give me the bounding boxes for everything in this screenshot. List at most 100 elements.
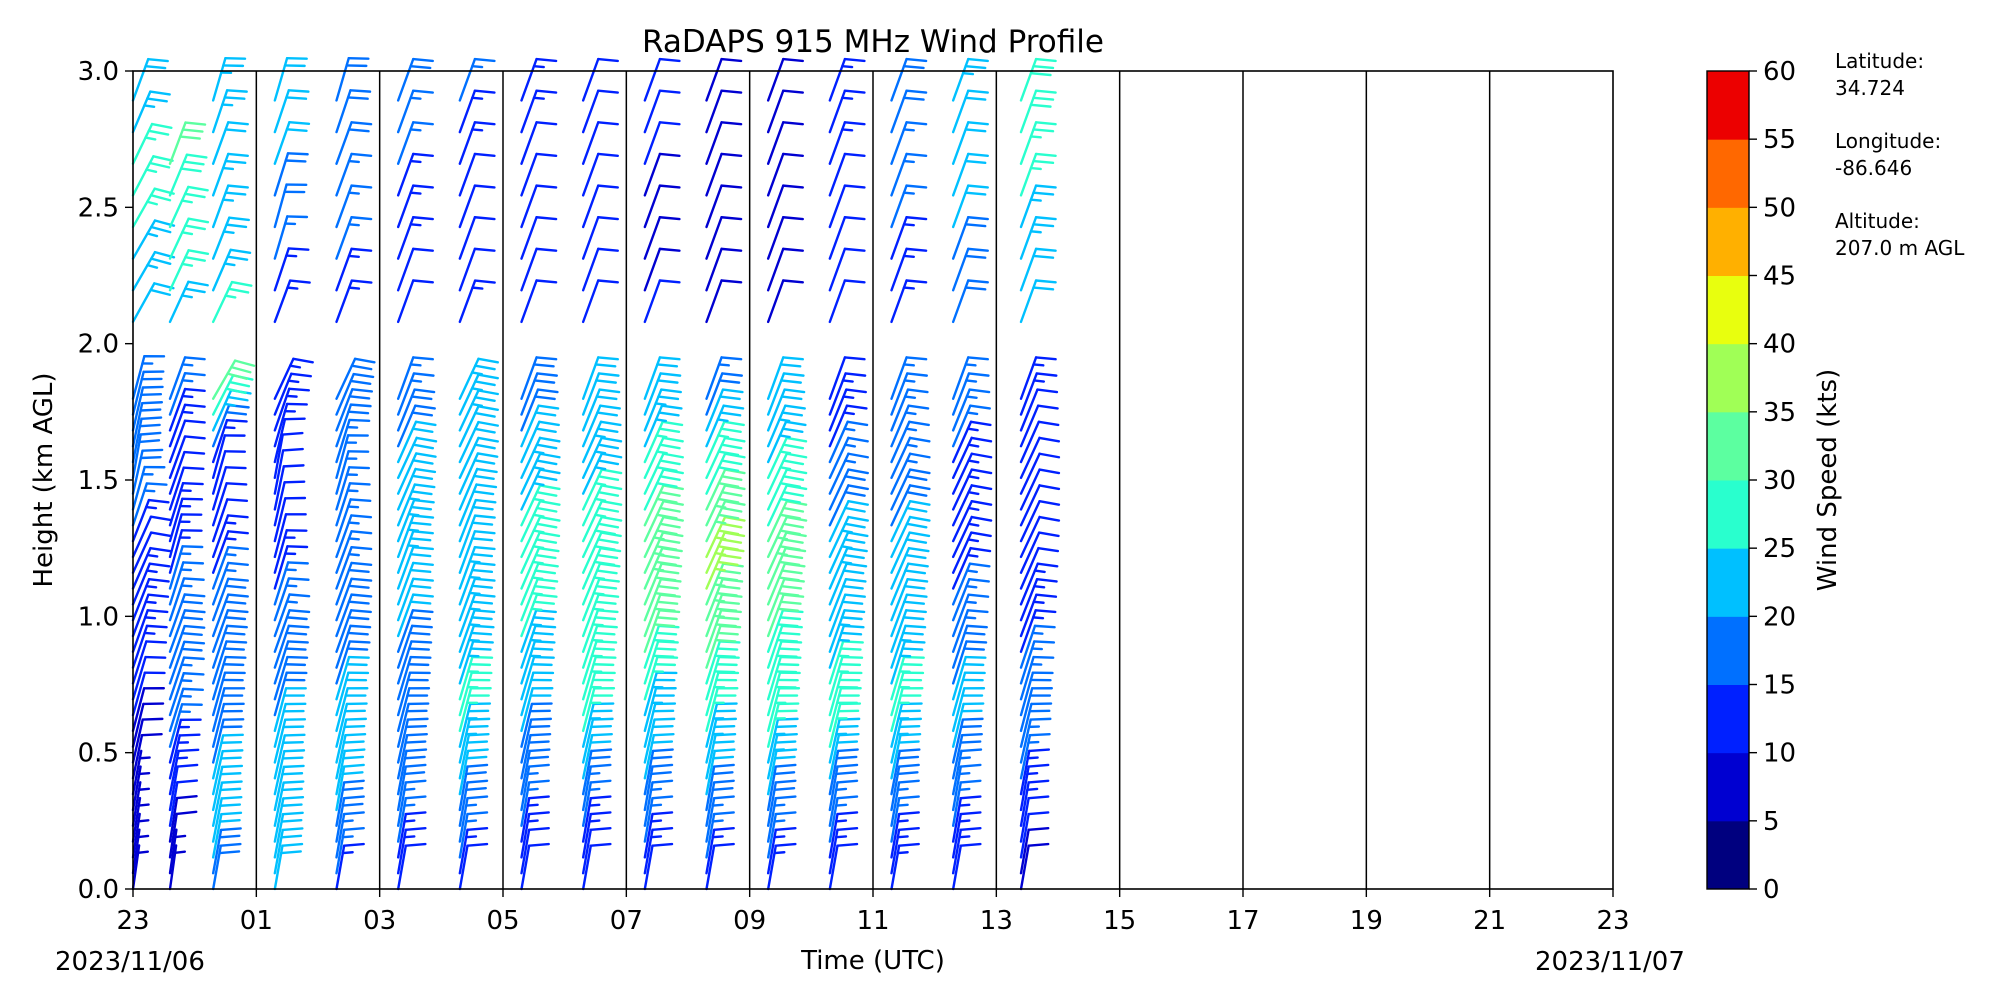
colorbar-tick-label: 55	[1763, 125, 1796, 155]
wind-barb	[581, 356, 620, 400]
wind-barb	[766, 827, 797, 875]
wind-barb	[1019, 702, 1053, 748]
wind-barb	[951, 372, 990, 416]
wind-barb	[890, 546, 930, 590]
wind-barb	[396, 811, 427, 859]
wind-barb	[766, 702, 800, 748]
wind-barb	[131, 717, 164, 764]
wind-barb	[520, 356, 558, 400]
wind-barb	[951, 436, 993, 480]
wind-barb	[581, 748, 613, 796]
wind-barb	[335, 56, 370, 102]
wind-barb	[951, 655, 987, 701]
colorbar-tick-label: 5	[1763, 807, 1780, 837]
wind-barb	[951, 593, 990, 638]
start-date-label: 2023/11/06	[55, 947, 205, 977]
wind-barb	[890, 609, 927, 653]
colorbar-tick-label: 50	[1763, 193, 1796, 223]
wind-barb	[211, 718, 245, 764]
wind-barb	[766, 356, 805, 400]
wind-barb	[766, 89, 804, 134]
station-info: Latitude: 34.724 Longitude: -86.646 Alti…	[1835, 49, 1965, 260]
wind-barb	[168, 513, 203, 559]
wind-barb	[211, 121, 249, 165]
wind-barb	[581, 57, 619, 102]
wind-barb	[396, 404, 436, 448]
wind-barb	[581, 184, 619, 229]
wind-barb	[131, 609, 169, 653]
colorbar-tick-label: 45	[1763, 262, 1796, 292]
wind-barb	[828, 577, 867, 622]
wind-barb	[458, 452, 499, 495]
wind-barb	[951, 89, 989, 134]
wind-barb	[273, 279, 311, 324]
wind-barb	[458, 795, 489, 843]
y-tick-label: 1.0	[78, 602, 119, 632]
wind-barb	[951, 562, 991, 606]
latitude-value: 34.724	[1835, 76, 1905, 100]
wind-barb	[396, 748, 428, 796]
wind-barb	[168, 748, 200, 796]
wind-barb	[335, 640, 371, 685]
wind-barb	[1019, 811, 1050, 859]
wind-barb	[828, 763, 859, 812]
wind-barb	[766, 404, 806, 448]
wind-barb	[335, 372, 375, 416]
wind-barb	[211, 827, 242, 875]
wind-barb	[1019, 216, 1057, 260]
colorbar-band	[1707, 752, 1749, 822]
wind-barb	[890, 388, 929, 432]
wind-barb	[705, 184, 743, 229]
wind-barb	[335, 247, 373, 292]
wind-barb	[273, 687, 307, 733]
wind-barb	[396, 609, 434, 653]
wind-barb	[520, 247, 558, 292]
x-tick-label: 13	[980, 906, 1013, 936]
y-tick-label: 0.5	[78, 739, 119, 769]
wind-barb	[890, 372, 928, 416]
wind-barb	[131, 155, 174, 197]
wind-barb	[458, 184, 496, 229]
wind-barb	[396, 279, 434, 324]
x-tick-label: 05	[486, 906, 519, 936]
wind-barb	[335, 152, 373, 197]
wind-barb	[211, 593, 249, 638]
wind-barb	[211, 640, 248, 685]
wind-barb	[396, 593, 434, 638]
wind-barb	[890, 763, 920, 812]
wind-barb	[581, 577, 620, 622]
wind-barb	[520, 717, 553, 764]
wind-barb	[1019, 515, 1061, 559]
wind-barb	[951, 717, 984, 764]
colorbar-band	[1707, 411, 1749, 481]
wind-barb	[211, 514, 249, 559]
wind-barb	[211, 561, 249, 606]
longitude-value: -86.646	[1835, 156, 1912, 180]
wind-barb	[273, 56, 308, 102]
wind-barb	[581, 420, 622, 464]
colorbar-ticks: 0 5 10 15 20 25 30 35 40 45 50 55 60	[1749, 57, 1796, 905]
wind-barb	[520, 702, 553, 748]
wind-barb	[458, 436, 499, 480]
wind-barb	[1019, 609, 1057, 653]
wind-barb	[273, 811, 304, 859]
wind-barb	[890, 436, 931, 480]
wind-barb	[396, 57, 434, 102]
wind-barb	[520, 779, 550, 827]
wind-barb	[1019, 624, 1056, 669]
wind-barb	[211, 655, 247, 701]
wind-barb	[828, 484, 869, 527]
wind-barb	[828, 57, 866, 102]
wind-barb	[581, 763, 612, 812]
wind-barb	[335, 655, 370, 701]
wind-barb	[168, 356, 206, 400]
wind-barb	[396, 247, 434, 292]
wind-barb	[828, 184, 866, 229]
wind-barb	[211, 624, 248, 669]
wind-barb	[273, 372, 313, 416]
colorbar-band	[1707, 548, 1749, 617]
wind-barb	[766, 152, 804, 197]
wind-barb	[273, 561, 309, 606]
wind-barb	[211, 671, 246, 717]
